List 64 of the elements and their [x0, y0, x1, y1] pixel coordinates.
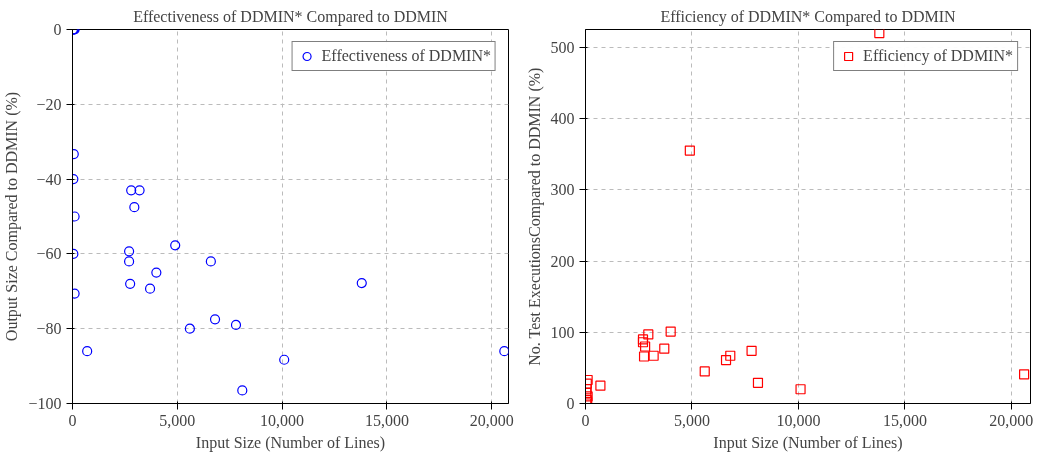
- point: [82, 346, 93, 357]
- y-axis-title: No. Test ExecutionsCompared to DDMIN (%): [525, 67, 544, 366]
- point: [725, 350, 736, 361]
- x-tick-label: 5,000: [159, 411, 196, 429]
- y-tick-label: −100: [28, 395, 62, 412]
- y-tick-label: −80: [36, 320, 62, 338]
- x-tick-label: 15,000: [882, 411, 927, 429]
- y-tick-label: −40: [36, 170, 62, 188]
- point: [124, 246, 135, 257]
- x-axis-title: Input Size (Number of Lines): [713, 433, 903, 452]
- point: [640, 341, 651, 352]
- point: [684, 145, 695, 156]
- chart-title: Effectiveness of DDMIN* Compared to DDMIN: [133, 7, 449, 26]
- point: [126, 185, 137, 196]
- y-tick-label: 200: [550, 252, 575, 270]
- x-axis-title: Input Size (Number of Lines): [195, 433, 386, 452]
- x-tick-label: 0: [581, 411, 590, 429]
- point: [874, 29, 885, 39]
- legend-label: Efficiency of DDMIN*: [863, 47, 1013, 65]
- point: [129, 202, 140, 213]
- point: [151, 267, 162, 278]
- point: [209, 314, 221, 325]
- y-tick-label: 100: [550, 323, 575, 341]
- point: [184, 323, 195, 334]
- x-tick-label: 10,000: [260, 411, 305, 429]
- x-tick-label: 15,000: [364, 411, 409, 429]
- x-tick-label: 5,000: [673, 411, 710, 429]
- y-axis-title: Output Size Compared to DDMIN (%): [3, 91, 22, 342]
- y-tick-label: −60: [36, 245, 62, 263]
- x-tick-label: 0: [68, 411, 77, 429]
- point: [752, 377, 764, 388]
- point: [205, 256, 216, 267]
- point: [237, 385, 248, 396]
- point: [124, 256, 135, 267]
- point: [720, 354, 732, 366]
- chart-title: Efficiency of DDMIN* Compared to DDMIN: [660, 7, 957, 26]
- point: [144, 283, 156, 294]
- y-tick-label: 0: [566, 395, 575, 412]
- point: [699, 366, 710, 377]
- y-tick-label: 0: [53, 21, 62, 38]
- point: [125, 278, 136, 289]
- point: [595, 380, 606, 391]
- y-tick-label: −20: [36, 95, 62, 113]
- y-tick-label: 300: [550, 181, 575, 199]
- y-tick-label: 400: [550, 110, 575, 128]
- point: [230, 319, 242, 331]
- point: [1019, 369, 1030, 380]
- point: [170, 240, 181, 251]
- x-tick-label: 20,000: [469, 411, 514, 429]
- point: [499, 346, 509, 357]
- point: [134, 185, 145, 196]
- x-tick-label: 20,000: [989, 411, 1034, 429]
- y-tick-label: 500: [550, 38, 575, 56]
- point: [746, 345, 757, 356]
- point: [665, 326, 676, 337]
- legend-label: Effectiveness of DDMIN*: [321, 47, 491, 65]
- point: [279, 354, 290, 365]
- point: [643, 329, 654, 340]
- point: [356, 277, 367, 289]
- x-tick-label: 10,000: [776, 411, 821, 429]
- point: [795, 384, 806, 395]
- point: [659, 343, 670, 354]
- point: [648, 350, 659, 361]
- point: [638, 351, 650, 362]
